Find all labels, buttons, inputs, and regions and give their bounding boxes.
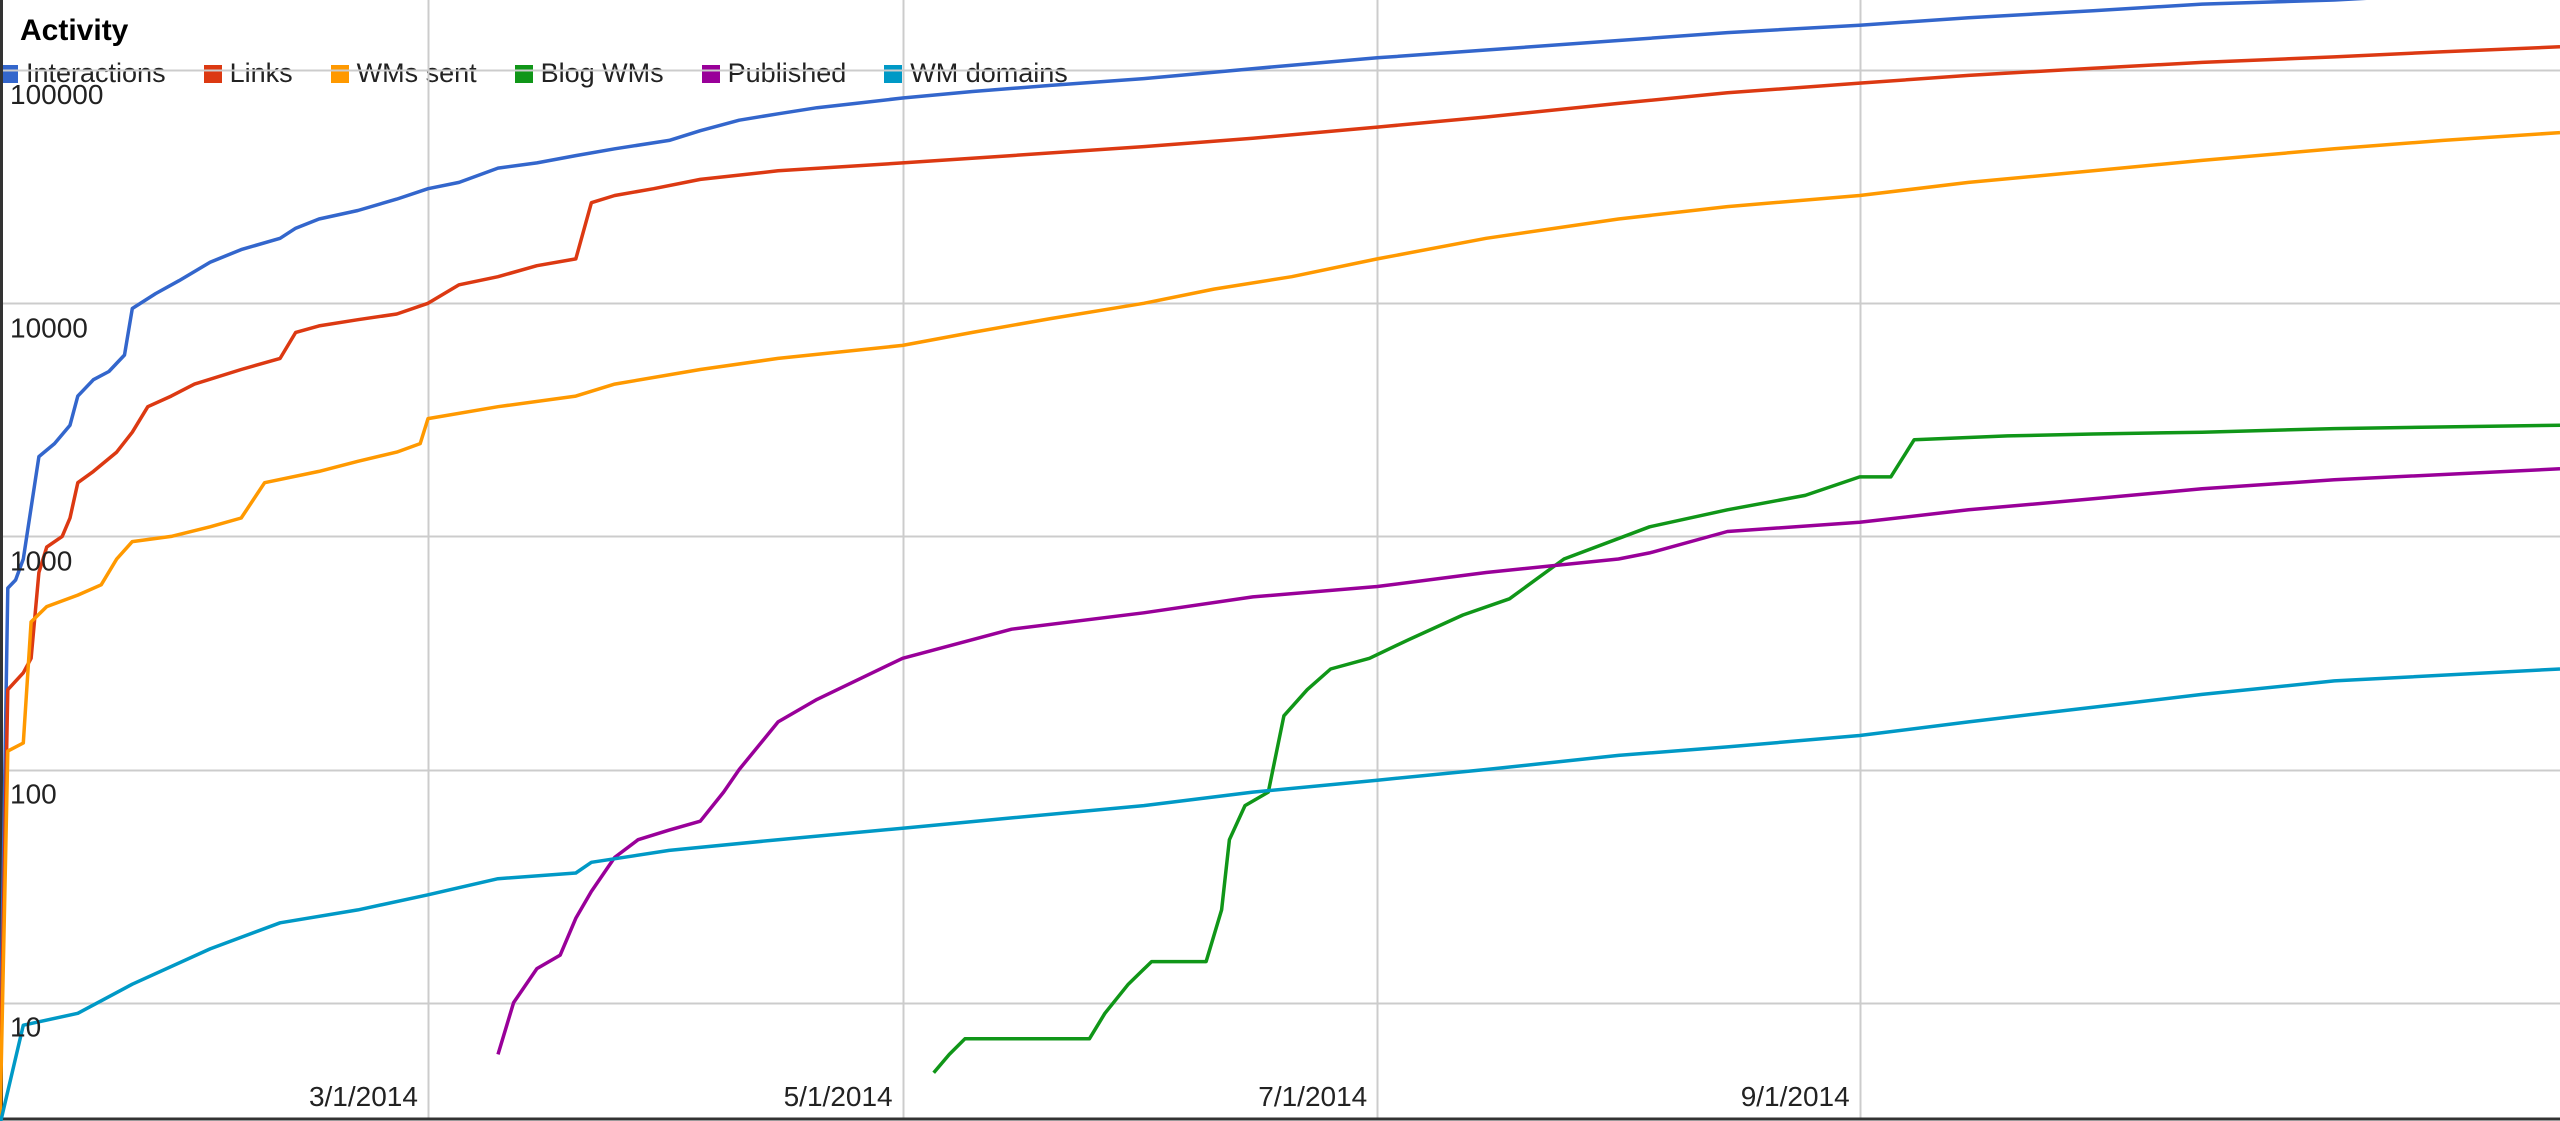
x-tick-label: 7/1/2014 [1258,1081,1367,1112]
legend-label: WM domains [910,58,1068,88]
legend-label: Blog WMs [540,58,664,88]
chart-legend: Interactions Links WMs sent Blog WMs Publish… [0,58,1106,89]
x-tick-label: 5/1/2014 [784,1081,893,1112]
legend-item[interactable]: Published [701,58,847,89]
series-line-links [0,45,2560,1096]
series-line-blog-wms [932,423,2560,1074]
legend-item[interactable]: Interactions [0,58,166,89]
legend-swatch [701,64,720,83]
legend-item[interactable]: Blog WMs [514,58,664,89]
legend-label: Interactions [26,58,166,88]
legend-swatch [203,64,222,83]
legend-item[interactable]: WMs sent [330,58,477,89]
series-line-wms-sent [0,130,2560,1121]
y-tick-label: 100000 [10,79,103,110]
series-line-interactions [0,0,2367,1073]
legend-label: Published [727,58,847,88]
series-line-wm-domains [0,667,2560,1121]
legend-swatch [330,64,349,83]
legend-label: WMs sent [356,58,477,88]
y-tick-label: 100 [10,779,57,810]
chart-title: Activity [20,14,129,47]
y-tick-label: 10000 [10,312,88,343]
y-tick-label: 1000 [10,545,72,576]
y-tick-label: 10 [10,1012,41,1043]
legend-swatch [0,64,18,83]
legend-item[interactable]: WM domains [884,58,1068,89]
x-tick-label: 3/1/2014 [309,1081,418,1112]
legend-swatch [884,64,903,83]
legend-item[interactable]: Links [203,58,293,89]
legend-label: Links [229,58,293,88]
legend-swatch [514,64,533,83]
series-line-published [496,467,2560,1055]
x-tick-label: 9/1/2014 [1741,1081,1850,1112]
